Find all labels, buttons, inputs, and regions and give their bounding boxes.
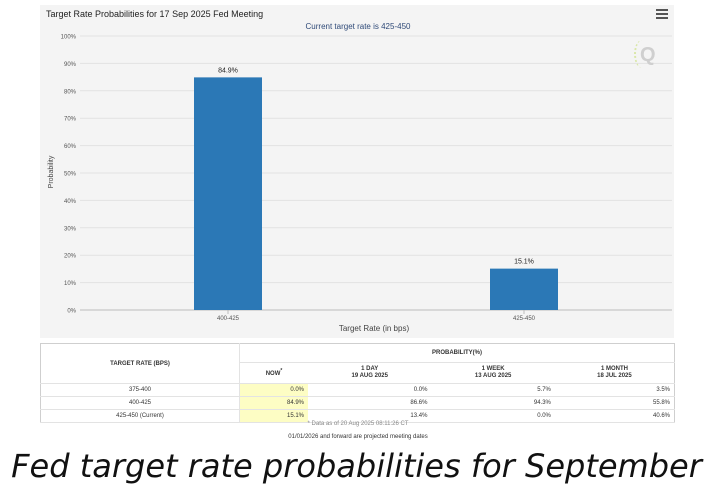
- col-header-now: NOW*: [239, 362, 308, 384]
- bar-425-450[interactable]: [490, 268, 558, 310]
- probability-header: PROBABILITY(%): [239, 343, 675, 363]
- y-tick-label: 100%: [61, 35, 77, 41]
- projection-note: 01/01/2026 and forward are projected mee…: [288, 434, 428, 440]
- data-label: 84.9%: [218, 67, 238, 74]
- y-tick-label: 40%: [64, 199, 77, 205]
- bars: 84.9% 15.1%: [194, 67, 558, 311]
- chart-grid: [80, 35, 672, 311]
- table-row: 425-450 (Current) 15.1% 13.4% 0.0% 40.6%: [40, 409, 675, 423]
- table-row: 400-425 84.9% 86.6% 94.3% 55.8%: [40, 396, 675, 410]
- bar-400-425[interactable]: [194, 77, 262, 311]
- x-axis-title: Target Rate (in bps): [339, 324, 410, 333]
- col-header-1month: 1 MONTH 18 JUL 2025: [554, 362, 675, 384]
- x-tick-label: 400-425: [217, 316, 240, 322]
- x-axis-labels: 400-425 425-450: [217, 310, 536, 322]
- rate-header: TARGET RATE (BPS): [40, 343, 240, 384]
- y-axis-title: Probability: [48, 155, 55, 188]
- y-tick-label: 0%: [67, 309, 76, 315]
- logo-dots-icon: [634, 40, 650, 68]
- image-caption: Fed target rate probabilities for Septem…: [11, 447, 702, 485]
- chart-menu-icon[interactable]: [656, 9, 668, 19]
- probability-chart: 0% 10% 20% 30% 40% 50% 60% 70% 80% 90% 100% 84.9% 1…: [48, 35, 672, 333]
- col-header-1day: 1 DAY 19 AUG 2025: [308, 362, 432, 384]
- y-tick-label: 90%: [64, 62, 77, 68]
- probability-table: TARGET RATE (BPS) PROBABILITY(%) NOW* 1 …: [40, 343, 675, 423]
- y-tick-label: 70%: [64, 117, 77, 123]
- y-tick-label: 10%: [64, 281, 77, 287]
- y-tick-label: 30%: [64, 226, 77, 232]
- y-tick-label: 80%: [64, 89, 77, 95]
- chart-subtitle: Current target rate is 425-450: [305, 22, 411, 31]
- y-tick-label: 20%: [64, 254, 77, 260]
- y-axis-ticks: 0% 10% 20% 30% 40% 50% 60% 70% 80% 90% 100%: [61, 35, 77, 315]
- chart-title: Target Rate Probabilities for 17 Sep 202…: [46, 9, 264, 19]
- x-tick-label: 425-450: [513, 316, 536, 322]
- table-row: 375-400 0.0% 0.0% 5.7% 3.5%: [40, 383, 675, 397]
- y-tick-label: 50%: [64, 172, 77, 178]
- col-header-1week: 1 WEEK 13 AUG 2025: [431, 362, 555, 384]
- quikstrike-logo-icon: Q: [640, 44, 656, 66]
- data-timestamp-note: * Data as of 20 Aug 2025 08:11:26 CT: [307, 421, 409, 427]
- y-tick-label: 60%: [64, 144, 77, 150]
- data-label: 15.1%: [514, 259, 534, 266]
